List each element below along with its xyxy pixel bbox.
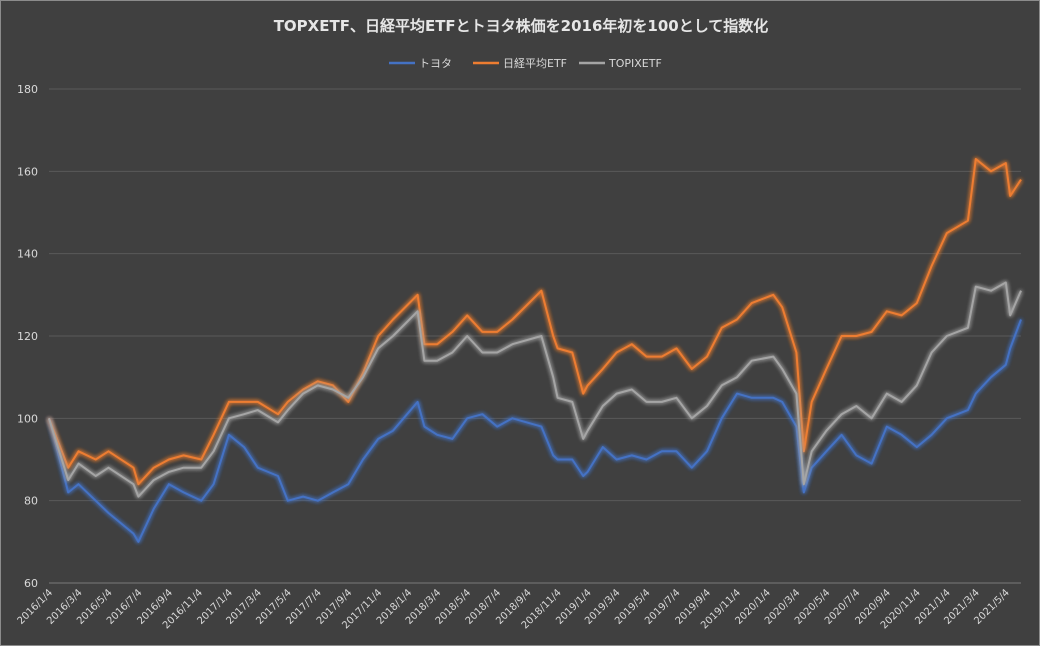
y-tick-label: 120 [17, 330, 38, 343]
chart-legend: トヨタ 日経平均ETF TOPIXETF [389, 57, 662, 70]
series-line-1 [48, 319, 1022, 543]
y-tick-label: 160 [17, 165, 38, 178]
legend-label: 日経平均ETF [503, 57, 567, 70]
legend-label: トヨタ [419, 57, 452, 70]
y-tick-label: 60 [24, 577, 38, 590]
y-axis: 60 80 100 120 140 160 180 [17, 83, 38, 590]
y-tick-label: 80 [24, 495, 38, 508]
series-line-2 [48, 158, 1022, 486]
legend-label: TOPIXETF [608, 57, 662, 70]
series-line-3 [48, 281, 1022, 498]
series-lines [48, 158, 1022, 543]
y-tick-label: 140 [17, 248, 38, 261]
gridlines [49, 88, 1021, 584]
x-axis: 2016/1/42016/3/42016/5/42016/7/42016/9/4… [16, 587, 1012, 631]
chart-title: TOPXETF、日経平均ETFとトヨタ株価を2016年初を100として指数化 [274, 17, 769, 35]
y-tick-label: 180 [17, 83, 38, 96]
y-tick-label: 100 [17, 412, 38, 425]
